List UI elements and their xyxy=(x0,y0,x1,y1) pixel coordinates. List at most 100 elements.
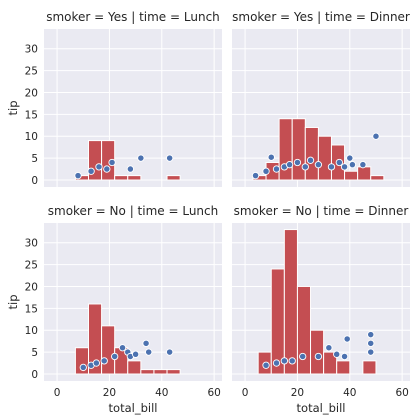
histogram-bar xyxy=(114,175,129,181)
scatter-point xyxy=(79,363,87,372)
scatter-point xyxy=(367,339,375,348)
scatter-point xyxy=(327,163,336,171)
scatter-point xyxy=(131,350,140,358)
x-tick-label: 0 xyxy=(54,387,61,399)
y-tick-label: 25 xyxy=(25,66,38,78)
y-tick-label: 10 xyxy=(25,325,38,337)
x-axis-label: total_bill xyxy=(297,401,346,415)
x-tick-label: 0 xyxy=(242,387,249,399)
facet-title: smoker = No | time = Dinner xyxy=(234,204,409,218)
scatter-point xyxy=(103,165,111,173)
scatter-point xyxy=(306,156,315,164)
facet-title: smoker = Yes | time = Dinner xyxy=(232,10,410,24)
y-tick-label: 5 xyxy=(31,153,38,165)
scatter-point xyxy=(262,167,270,175)
histogram-bar xyxy=(291,118,306,181)
scatter-point xyxy=(299,352,307,361)
scatter-point xyxy=(262,361,270,369)
scatter-point xyxy=(346,154,354,162)
scatter-point xyxy=(367,348,375,356)
scatter-point xyxy=(335,158,343,167)
y-tick-label: 15 xyxy=(25,109,38,121)
scatter-point xyxy=(74,171,82,180)
scatter-point xyxy=(118,344,127,352)
y-axis-label: tip xyxy=(6,294,20,309)
facet-panel: smoker = Yes | time = Dinner xyxy=(232,10,410,187)
histogram-bar xyxy=(304,126,319,181)
histogram-bar xyxy=(310,329,325,375)
scatter-point xyxy=(288,357,296,365)
histogram-bar xyxy=(101,325,116,375)
histogram-bar xyxy=(370,175,385,181)
scatter-point xyxy=(145,348,153,356)
y-tick-label: 15 xyxy=(25,303,38,315)
histogram-bar xyxy=(127,175,142,181)
scatter-point xyxy=(87,167,95,175)
histogram-bar xyxy=(166,175,181,181)
panel-background xyxy=(44,29,222,187)
y-tick-label: 10 xyxy=(25,131,38,143)
histogram-bar xyxy=(140,369,155,375)
scatter-point xyxy=(108,158,116,167)
histogram-bar xyxy=(153,369,168,375)
scatter-point xyxy=(333,350,341,358)
histogram-bar xyxy=(283,229,298,375)
scatter-point xyxy=(111,352,119,361)
x-tick-label: 20 xyxy=(291,387,304,399)
scatter-point xyxy=(165,348,174,356)
scatter-point xyxy=(372,132,380,140)
scatter-point xyxy=(325,344,333,352)
facet-panel: smoker = Yes | time = Lunch 0 5 10 15 20 25 30 t… xyxy=(6,10,222,187)
y-tick-label: 20 xyxy=(25,87,38,99)
scatter-point xyxy=(348,161,357,169)
histogram-bar xyxy=(344,170,359,181)
scatter-point xyxy=(301,163,309,171)
scatter-point xyxy=(293,158,302,167)
scatter-point xyxy=(314,161,323,169)
y-tick-label: 5 xyxy=(31,347,38,359)
y-tick-label: 30 xyxy=(25,238,38,250)
scatter-point xyxy=(92,359,101,367)
x-tick-label: 40 xyxy=(343,387,356,399)
facet-title: smoker = No | time = Lunch xyxy=(48,204,218,218)
facet-title: smoker = Yes | time = Lunch xyxy=(46,10,220,24)
y-tick-label: 25 xyxy=(25,260,38,272)
x-axis-label: total_bill xyxy=(109,401,158,415)
scatter-point xyxy=(137,154,145,162)
scatter-point xyxy=(251,171,260,180)
scatter-point xyxy=(142,339,150,348)
scatter-point xyxy=(314,352,323,361)
scatter-point xyxy=(280,357,289,365)
scatter-point xyxy=(165,154,174,162)
scatter-point xyxy=(340,163,349,171)
scatter-point xyxy=(340,352,349,361)
scatter-point xyxy=(126,165,135,173)
histogram-bar xyxy=(336,360,351,375)
scatter-point xyxy=(343,335,351,343)
scatter-point xyxy=(95,163,103,171)
y-tick-label: 0 xyxy=(31,369,38,381)
histogram-bar xyxy=(317,135,332,181)
scatter-point xyxy=(272,359,281,367)
scatter-point xyxy=(267,153,275,161)
histogram-bar xyxy=(362,360,377,375)
scatter-point xyxy=(359,161,367,169)
facet-panel: smoker = No | time = Lunch 0 5 10 15 20 25 30 ti… xyxy=(6,204,222,415)
histogram-bar xyxy=(166,369,181,375)
x-tick-label: 20 xyxy=(103,387,116,399)
x-tick-label: 60 xyxy=(207,387,220,399)
scatter-point xyxy=(367,330,375,339)
x-tick-label: 40 xyxy=(155,387,168,399)
y-tick-label: 0 xyxy=(31,175,38,187)
scatter-point xyxy=(285,161,294,169)
histogram-bar xyxy=(278,118,293,181)
x-tick-label: 60 xyxy=(395,387,408,399)
scatter-point xyxy=(100,357,108,365)
y-tick-label: 20 xyxy=(25,281,38,293)
y-tick-label: 30 xyxy=(25,44,38,56)
facet-panel: smoker = No | time = Dinner 0 20 40 60 total_… xyxy=(232,204,410,415)
histogram-bar xyxy=(296,285,312,375)
scatter-point xyxy=(272,165,281,173)
histogram-bar xyxy=(127,360,142,375)
